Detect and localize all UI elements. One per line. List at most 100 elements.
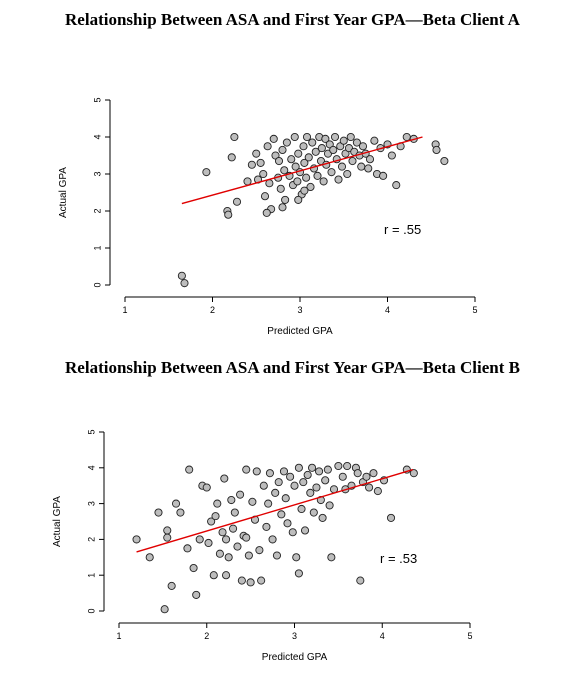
chart-b-data-point: [353, 469, 362, 478]
chart-b-data-point: [303, 470, 312, 480]
chart-a-data-point: [392, 181, 401, 190]
chart-a-data-point: [224, 210, 233, 219]
chart-b-data-point: [264, 499, 273, 508]
chart-b-data-point: [271, 488, 280, 497]
chart-b-data-point: [171, 499, 181, 508]
chart-a-data-point: [304, 153, 313, 162]
chart-a-data-point: [294, 195, 303, 204]
chart-b-y-tick-label: 4: [86, 465, 96, 470]
chart-b-data-point: [222, 535, 231, 544]
chart-a-data-point: [281, 195, 290, 204]
chart-b-data-point: [294, 569, 303, 578]
chart-a-data-point: [274, 156, 284, 166]
chart-b-data-point: [189, 563, 198, 573]
chart-a-data-point: [330, 132, 340, 142]
chart-a-data-point: [300, 186, 309, 195]
chart-b-x-tick-label: 5: [467, 631, 472, 641]
chart-b-data-point: [343, 461, 352, 471]
chart-b-data-point: [213, 499, 222, 508]
chart-a-y-axis-label: Actual GPA: [58, 167, 69, 218]
chart-a-data-point: [302, 173, 311, 182]
chart-b-data-point: [409, 469, 418, 478]
chart-a-data-point: [302, 132, 312, 142]
chart-b-data-point: [297, 504, 306, 514]
chart-a-data-point: [287, 155, 296, 164]
chart-b-data-point: [299, 478, 308, 487]
chart-b-data-point: [183, 544, 192, 553]
chart-a-plot: 0 1 2 3 4 5 1 2 3 4 5 Predicted GPA Actual GPA r = .5…: [58, 97, 478, 337]
chart-b-data-point: [262, 522, 271, 531]
chart-b-data-point: [229, 524, 238, 533]
chart-a-data-point: [358, 142, 368, 151]
chart-a-data-point: [379, 171, 388, 180]
chart-a-data-point: [387, 151, 396, 160]
chart-b-data-point: [163, 526, 172, 535]
chart-a-x-tick-label: 1: [122, 305, 127, 315]
chart-a-data-point: [202, 168, 211, 177]
chart-b-data-point: [242, 533, 251, 542]
chart-a-data-point: [306, 182, 315, 191]
chart-a-data-point: [313, 171, 322, 180]
chart-b-x-tick-label: 1: [116, 631, 121, 641]
chart-a-data-point: [348, 156, 357, 166]
chart-a-data-point: [294, 149, 303, 158]
chart-a-correlation-annotation: r = .55: [384, 222, 421, 237]
chart-a-y-tick-label: 2: [92, 208, 102, 213]
chart-b-y-tick-label: 2: [86, 537, 96, 542]
chart-b-data-point: [286, 472, 295, 481]
chart-b-data-point: [356, 576, 365, 585]
chart-a-y-tick-label: 1: [92, 245, 102, 250]
chart-b-data-point: [334, 461, 343, 471]
chart-a-data-point: [319, 177, 328, 186]
chart-b-data-point: [224, 553, 233, 562]
chart-b-data-point: [227, 495, 236, 505]
chart-b-data-point: [207, 517, 216, 526]
chart-a-data-point: [252, 149, 261, 158]
chart-b-data-point: [294, 463, 303, 472]
chart-b-data-point: [338, 472, 347, 481]
chart-b-data-point: [306, 488, 315, 497]
chart-a-y-tick-label: 0: [92, 282, 102, 287]
chart-a-data-point: [263, 142, 272, 151]
chart-b-data-point: [268, 535, 277, 544]
chart-b-y-tick-label: 5: [86, 429, 96, 434]
chart-a-y-tick-label: 3: [92, 171, 102, 176]
chart-b-data-point: [252, 467, 261, 476]
chart-a-data-point: [364, 164, 373, 173]
chart-b-data-point: [236, 490, 245, 499]
chart-b-data-point: [323, 465, 332, 474]
chart-a-data-point: [300, 158, 309, 167]
chart-a-data-point: [440, 156, 449, 166]
chart-b-regression-line: [136, 468, 414, 553]
chart-b-data-point: [325, 501, 334, 510]
chart-a-data-point: [339, 136, 348, 145]
chart-b-data-point: [255, 546, 264, 555]
chart-b-data-point: [373, 487, 382, 496]
chart-a-data-point: [334, 175, 343, 184]
chart-b-data-point: [277, 510, 286, 519]
chart-b-data-point: [230, 508, 239, 517]
chart-b-data-point: [209, 571, 218, 580]
chart-b-data-point: [283, 519, 292, 528]
chart-a-data-point: [262, 208, 271, 217]
chart-b-correlation-annotation: r = .53: [380, 551, 417, 566]
chart-b-data-point: [145, 553, 154, 562]
chart-a-data-point: [269, 134, 278, 143]
chart-b-data-point: [220, 474, 229, 483]
chart-b-data-point: [315, 467, 324, 476]
chart-b-data-point: [163, 533, 172, 542]
chart-b-data-point: [257, 576, 266, 585]
chart-b-data-point: [195, 535, 204, 544]
chart-b-data-point: [318, 513, 327, 522]
chart-b-data-point: [290, 481, 299, 490]
chart-b-data-point: [176, 508, 185, 517]
chart-a-data-point: [259, 169, 268, 179]
chart-b-data-point: [215, 549, 224, 558]
chart-b-data-point: [222, 571, 231, 580]
chart-b-title: Relationship Between ASA and First Year …: [65, 358, 520, 377]
chart-a-data-point: [278, 203, 287, 212]
chart-a-x-tick-label: 4: [385, 305, 390, 315]
chart-b-data-point: [288, 528, 297, 537]
chart-b-y-axis-label: Actual GPA: [52, 496, 63, 547]
chart-a-data-point: [280, 166, 289, 175]
